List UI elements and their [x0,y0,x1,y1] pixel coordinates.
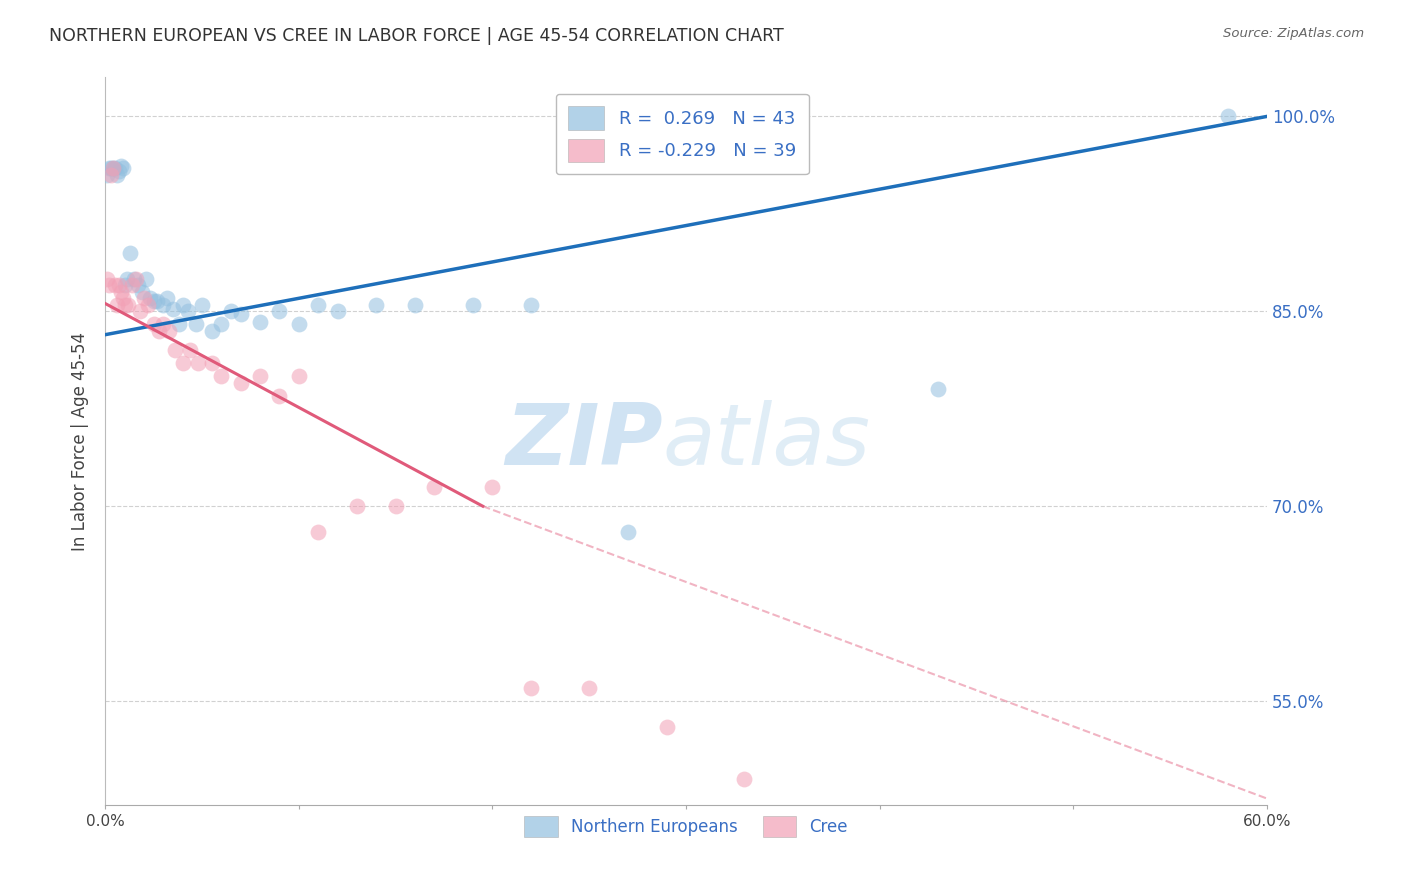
Point [655,720,678,734]
Point [269,389,291,403]
Point [481,480,503,494]
Point [346,499,368,513]
Point [122,272,145,286]
Point [423,480,446,494]
Point [131,285,153,299]
Point [162,301,184,316]
Point [201,356,224,370]
Point [139,291,162,305]
Point [120,245,142,260]
Point [733,772,755,786]
Point [152,298,174,312]
Point [98,161,121,176]
Point [132,291,155,305]
Point [461,298,484,312]
Point [101,161,124,176]
Legend: Northern Europeans, Cree: Northern Europeans, Cree [517,809,855,844]
Point [111,291,134,305]
Point [172,298,194,312]
Point [520,298,543,312]
Point [384,499,406,513]
Text: ZIP: ZIP [505,400,662,483]
Point [167,318,190,332]
Point [172,356,194,370]
Point [110,285,132,299]
Point [142,318,165,332]
Point [209,318,232,332]
Point [104,161,127,176]
Point [1218,110,1240,124]
Point [96,168,118,182]
Point [135,272,157,286]
Point [163,343,186,358]
Text: atlas: atlas [662,400,870,483]
Point [114,298,136,312]
Point [127,278,149,293]
Point [288,369,311,384]
Point [142,293,165,308]
Point [98,278,121,293]
Point [219,304,242,318]
Point [105,168,128,182]
Point [520,681,543,695]
Point [307,525,329,540]
Point [177,304,200,318]
Point [125,272,148,286]
Point [201,324,224,338]
Point [288,318,311,332]
Point [121,278,143,293]
Point [249,369,271,384]
Point [104,278,127,293]
Point [578,681,600,695]
Point [110,159,132,173]
Point [617,525,640,540]
Point [117,298,139,312]
Point [156,291,179,305]
Point [404,298,426,312]
Point [107,164,129,178]
Point [326,304,349,318]
Point [187,356,209,370]
Point [179,343,201,358]
Point [107,278,129,293]
Point [157,324,180,338]
Point [191,298,214,312]
Point [115,272,138,286]
Text: Source: ZipAtlas.com: Source: ZipAtlas.com [1223,27,1364,40]
Point [269,304,291,318]
Point [209,369,232,384]
Point [96,272,118,286]
Point [229,307,252,321]
Point [146,293,169,308]
Point [100,161,122,176]
Point [927,382,949,396]
Point [148,324,170,338]
Point [186,318,208,332]
Text: NORTHERN EUROPEAN VS CREE IN LABOR FORCE | AGE 45-54 CORRELATION CHART: NORTHERN EUROPEAN VS CREE IN LABOR FORCE… [49,27,785,45]
Point [100,168,122,182]
Point [366,298,388,312]
Point [307,298,329,312]
Point [101,161,124,176]
Point [105,298,128,312]
Point [136,298,159,312]
Y-axis label: In Labor Force | Age 45-54: In Labor Force | Age 45-54 [72,332,89,550]
Point [229,376,252,390]
Point [152,318,174,332]
Point [114,278,136,293]
Point [129,304,152,318]
Point [249,315,271,329]
Point [111,161,134,176]
